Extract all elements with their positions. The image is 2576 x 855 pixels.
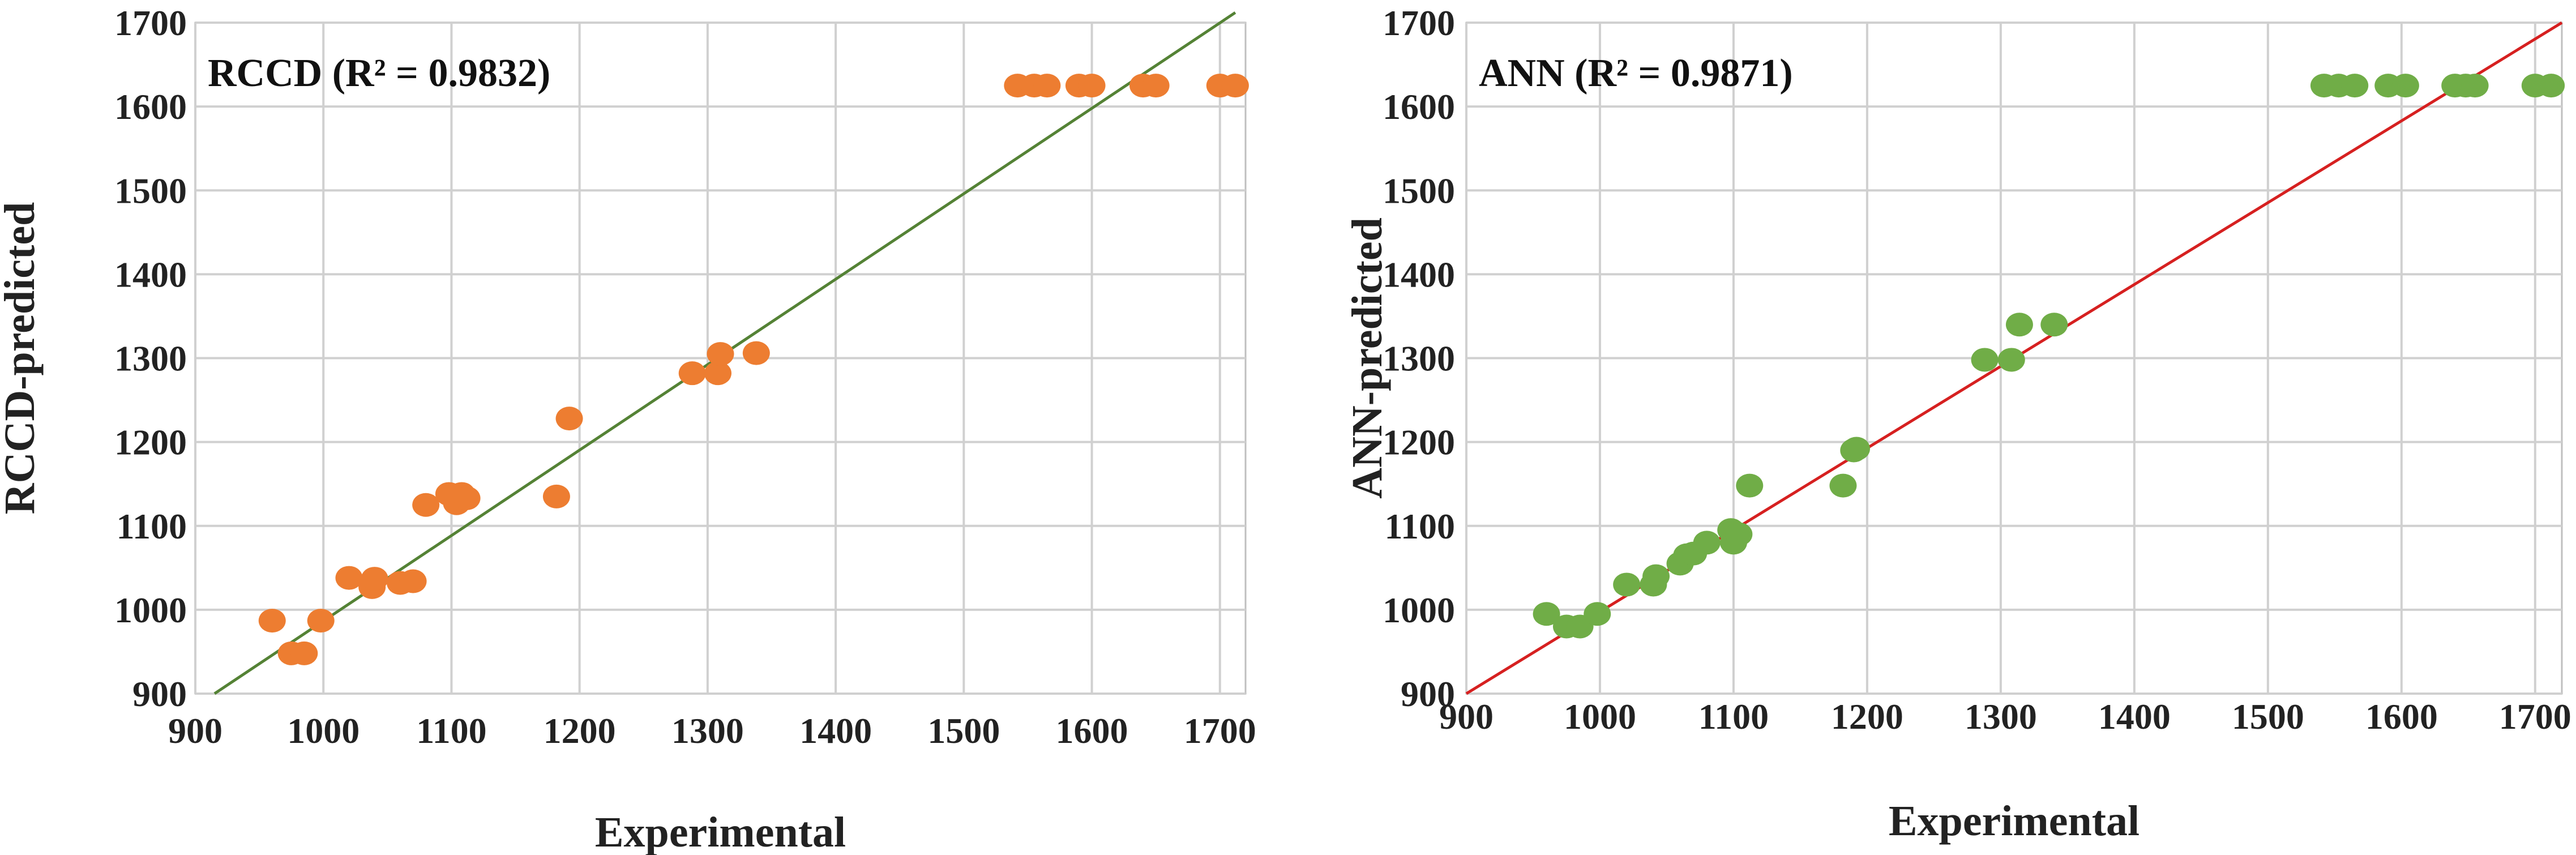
rccd-data-point	[1142, 74, 1170, 98]
rccd-x-tick-label: 1600	[1056, 711, 1128, 751]
rccd-y-tick-label: 1600	[114, 87, 187, 127]
rccd-x-tick-label: 1200	[544, 711, 616, 751]
ann-data-point	[2005, 313, 2033, 337]
ann-y-tick-label: 1700	[1383, 3, 1455, 43]
ann-x-tick-label: 1300	[1965, 696, 2037, 737]
ann-r2-annotation: ANN (R² = 0.9871)	[1479, 52, 1793, 95]
ann-data-point	[1736, 473, 1764, 498]
ann-data-point	[1584, 602, 1611, 626]
rccd-x-tick-label: 1500	[927, 711, 1000, 751]
ann-x-tick-label: 1600	[2365, 696, 2438, 737]
ann-data-point	[1693, 531, 1721, 555]
ann-y-tick-label: 1300	[1383, 339, 1455, 379]
ann-y-tick-label: 1400	[1383, 254, 1455, 294]
rccd-data-point	[399, 569, 427, 593]
rccd-data-point	[704, 361, 731, 386]
rccd-data-point	[307, 609, 335, 633]
ann-x-tick-label: 1200	[1831, 696, 1903, 737]
ann-y-tick-label: 1600	[1383, 87, 1455, 127]
rccd-y-tick-label: 1500	[114, 170, 187, 211]
rccd-y-tick-label: 1700	[114, 3, 187, 43]
rccd-y-tick-label: 1200	[114, 422, 187, 463]
rccd-y-tick-label: 900	[132, 674, 187, 714]
rccd-data-point	[258, 609, 286, 633]
ann-data-point	[2391, 74, 2419, 98]
rccd-x-tick-label: 1300	[671, 711, 744, 751]
ann-x-tick-label: 1700	[2499, 696, 2571, 737]
ann-data-point	[2341, 74, 2369, 98]
ann-y-tick-label: 1000	[1383, 590, 1455, 630]
rccd-data-point	[1078, 74, 1106, 98]
rccd-data-point	[707, 342, 734, 366]
ann-data-point	[2461, 74, 2489, 98]
ann-data-point	[1642, 564, 1670, 588]
rccd-data-point	[555, 407, 583, 431]
ann-data-point	[1613, 572, 1641, 597]
ann-x-axis-title: Experimental	[1889, 797, 2139, 845]
ann-x-tick-label: 900	[1439, 696, 1494, 737]
rccd-x-tick-label: 1400	[799, 711, 872, 751]
ann-scatter-panel: 900 1000 1100 1200 1300 1400 1500 1600 1700 900 10…	[1343, 3, 2571, 845]
ann-data-point	[1971, 348, 1999, 372]
rccd-data-point	[542, 484, 570, 508]
ann-data-point	[1843, 437, 1871, 461]
rccd-x-tick-label: 900	[168, 711, 222, 751]
ann-x-tick-label: 1400	[2098, 696, 2171, 737]
rccd-x-axis-title: Experimental	[595, 809, 846, 855]
rccd-x-tick-label: 1100	[416, 711, 486, 751]
ann-y-tick-label: 1100	[1385, 506, 1455, 546]
ann-y-tick-label: 1500	[1383, 170, 1455, 211]
rccd-data-point	[361, 567, 388, 591]
ann-data-point	[1829, 473, 1857, 498]
ann-x-tick-label: 1500	[2232, 696, 2304, 737]
ann-data-point	[1533, 602, 1560, 626]
rccd-data-point	[335, 566, 363, 590]
rccd-data-point	[412, 493, 440, 517]
rccd-r2-annotation: RCCD (R² = 0.9832)	[208, 52, 550, 95]
ann-data-point	[1997, 348, 2025, 372]
rccd-data-point	[678, 361, 706, 386]
rccd-scatter-panel: 900 1000 1100 1200 1300 1400 1500 1600 1700 900 10…	[0, 3, 1256, 855]
ann-y-axis-title: ANN-predicted	[1343, 217, 1391, 499]
ann-data-point	[2040, 313, 2068, 337]
rccd-data-point	[453, 486, 481, 510]
ann-data-point	[2538, 74, 2565, 98]
rccd-data-point	[742, 341, 770, 365]
ann-y-tick-label: 1200	[1383, 422, 1455, 463]
rccd-y-axis-title: RCCD-predicted	[0, 202, 44, 515]
ann-y-tick-label: 900	[1401, 674, 1455, 714]
ann-data-point	[1725, 522, 1753, 546]
rccd-y-tick-label: 1100	[117, 506, 187, 546]
rccd-data-point	[1221, 74, 1249, 98]
ann-x-tick-label: 1000	[1564, 696, 1636, 737]
rccd-y-tick-label: 1400	[114, 254, 187, 294]
rccd-x-tick-label: 1700	[1184, 711, 1256, 751]
rccd-x-tick-label: 1000	[287, 711, 360, 751]
rccd-data-point	[290, 641, 318, 665]
ann-x-tick-label: 1100	[1698, 696, 1769, 737]
rccd-y-tick-label: 1000	[114, 590, 187, 630]
rccd-data-point	[1033, 74, 1061, 98]
rccd-y-tick-label: 1300	[114, 339, 187, 379]
